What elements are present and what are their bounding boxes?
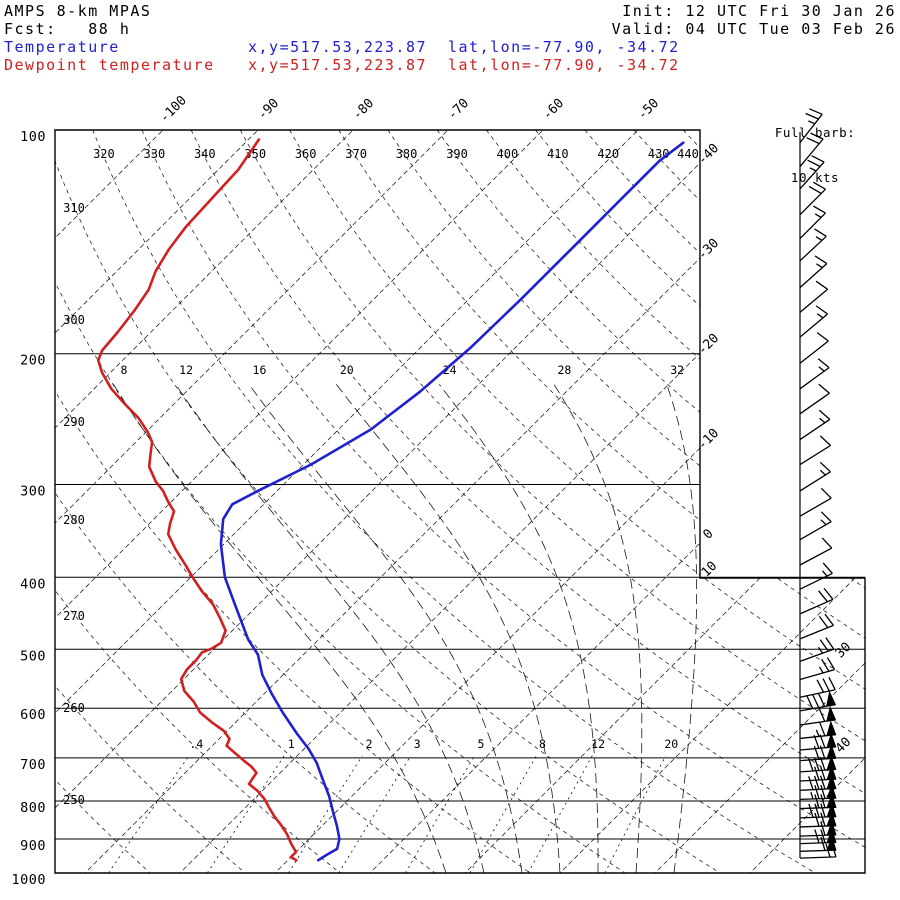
svg-text:3: 3 (414, 737, 421, 751)
svg-text:-70: -70 (445, 96, 472, 123)
temperature-latlon: lat,lon=-77.90, -34.72 (448, 38, 680, 56)
valid-time: Valid: 04 UTC Tue 03 Feb 26 (611, 20, 896, 38)
dewpoint-xy: x,y=517.53,223.87 (248, 56, 428, 74)
svg-text:350: 350 (244, 147, 266, 161)
model-title: AMPS 8-km MPAS (4, 2, 152, 20)
svg-text:360: 360 (295, 147, 317, 161)
svg-text:-80: -80 (350, 96, 377, 123)
svg-text:300: 300 (63, 313, 85, 327)
svg-text:330: 330 (144, 147, 166, 161)
svg-text:420: 420 (597, 147, 619, 161)
wind-barbs (799, 108, 837, 859)
svg-text:310: 310 (63, 201, 85, 215)
forecast-hour: Fcst: 88 h (4, 20, 131, 38)
svg-text:28: 28 (558, 363, 572, 377)
dewpoint-curve (96, 138, 298, 862)
svg-text:-100: -100 (157, 93, 190, 126)
svg-text:5: 5 (477, 737, 484, 751)
svg-text:30: 30 (833, 640, 855, 662)
pressure-grid (54, 129, 866, 874)
svg-text:1: 1 (288, 737, 295, 751)
svg-text:500: 500 (20, 648, 46, 664)
svg-text:700: 700 (20, 757, 46, 773)
svg-text:12: 12 (591, 737, 605, 751)
svg-text:430: 430 (648, 147, 670, 161)
svg-text:24: 24 (443, 363, 457, 377)
barb-legend-value: 10 kts (790, 170, 840, 185)
svg-text:8: 8 (120, 363, 127, 377)
svg-text:200: 200 (20, 353, 46, 369)
svg-text:0: 0 (700, 526, 716, 542)
svg-text:1000: 1000 (11, 872, 46, 888)
temperature-legend-label: Temperature (4, 38, 120, 56)
svg-text:-40: -40 (695, 141, 722, 168)
svg-text:32: 32 (670, 363, 684, 377)
svg-text:370: 370 (345, 147, 367, 161)
svg-text:20: 20 (340, 363, 354, 377)
temperature-xy: x,y=517.53,223.87 (248, 38, 428, 56)
svg-text:12: 12 (179, 363, 193, 377)
svg-text:100: 100 (20, 129, 46, 145)
dewpoint-latlon: lat,lon=-77.90, -34.72 (448, 56, 680, 74)
svg-text:390: 390 (446, 147, 468, 161)
svg-text:600: 600 (20, 707, 46, 723)
svg-text:280: 280 (63, 513, 85, 527)
svg-text:410: 410 (547, 147, 569, 161)
svg-text:16: 16 (253, 363, 267, 377)
svg-text:400: 400 (20, 576, 46, 592)
sounding-curves (96, 138, 685, 862)
svg-text:2: 2 (366, 737, 373, 751)
svg-text:-90: -90 (255, 96, 282, 123)
svg-text:40: 40 (833, 735, 855, 757)
svg-text:260: 260 (63, 701, 85, 715)
svg-text:-50: -50 (635, 96, 662, 123)
svg-text:8: 8 (539, 737, 546, 751)
svg-text:900: 900 (20, 838, 46, 854)
background-lines (55, 130, 865, 873)
svg-text:380: 380 (396, 147, 418, 161)
barb-legend-title: Full barb: (774, 125, 856, 140)
svg-text:800: 800 (20, 800, 46, 816)
svg-text:440: 440 (677, 147, 699, 161)
svg-text:20: 20 (664, 737, 678, 751)
dewpoint-legend-label: Dewpoint temperature (4, 56, 215, 74)
svg-text:320: 320 (93, 147, 115, 161)
svg-text:290: 290 (63, 415, 85, 429)
svg-text:-60: -60 (540, 96, 567, 123)
svg-text:400: 400 (497, 147, 519, 161)
svg-text:300: 300 (20, 484, 46, 500)
svg-text:250: 250 (63, 793, 85, 807)
svg-text:.4: .4 (189, 737, 203, 751)
svg-text:340: 340 (194, 147, 216, 161)
barb-legend: Full barb: 10 kts (762, 95, 868, 215)
init-time: Init: 12 UTC Fri 30 Jan 26 (622, 2, 896, 20)
svg-text:270: 270 (63, 609, 85, 623)
temperature-curve (219, 141, 685, 862)
